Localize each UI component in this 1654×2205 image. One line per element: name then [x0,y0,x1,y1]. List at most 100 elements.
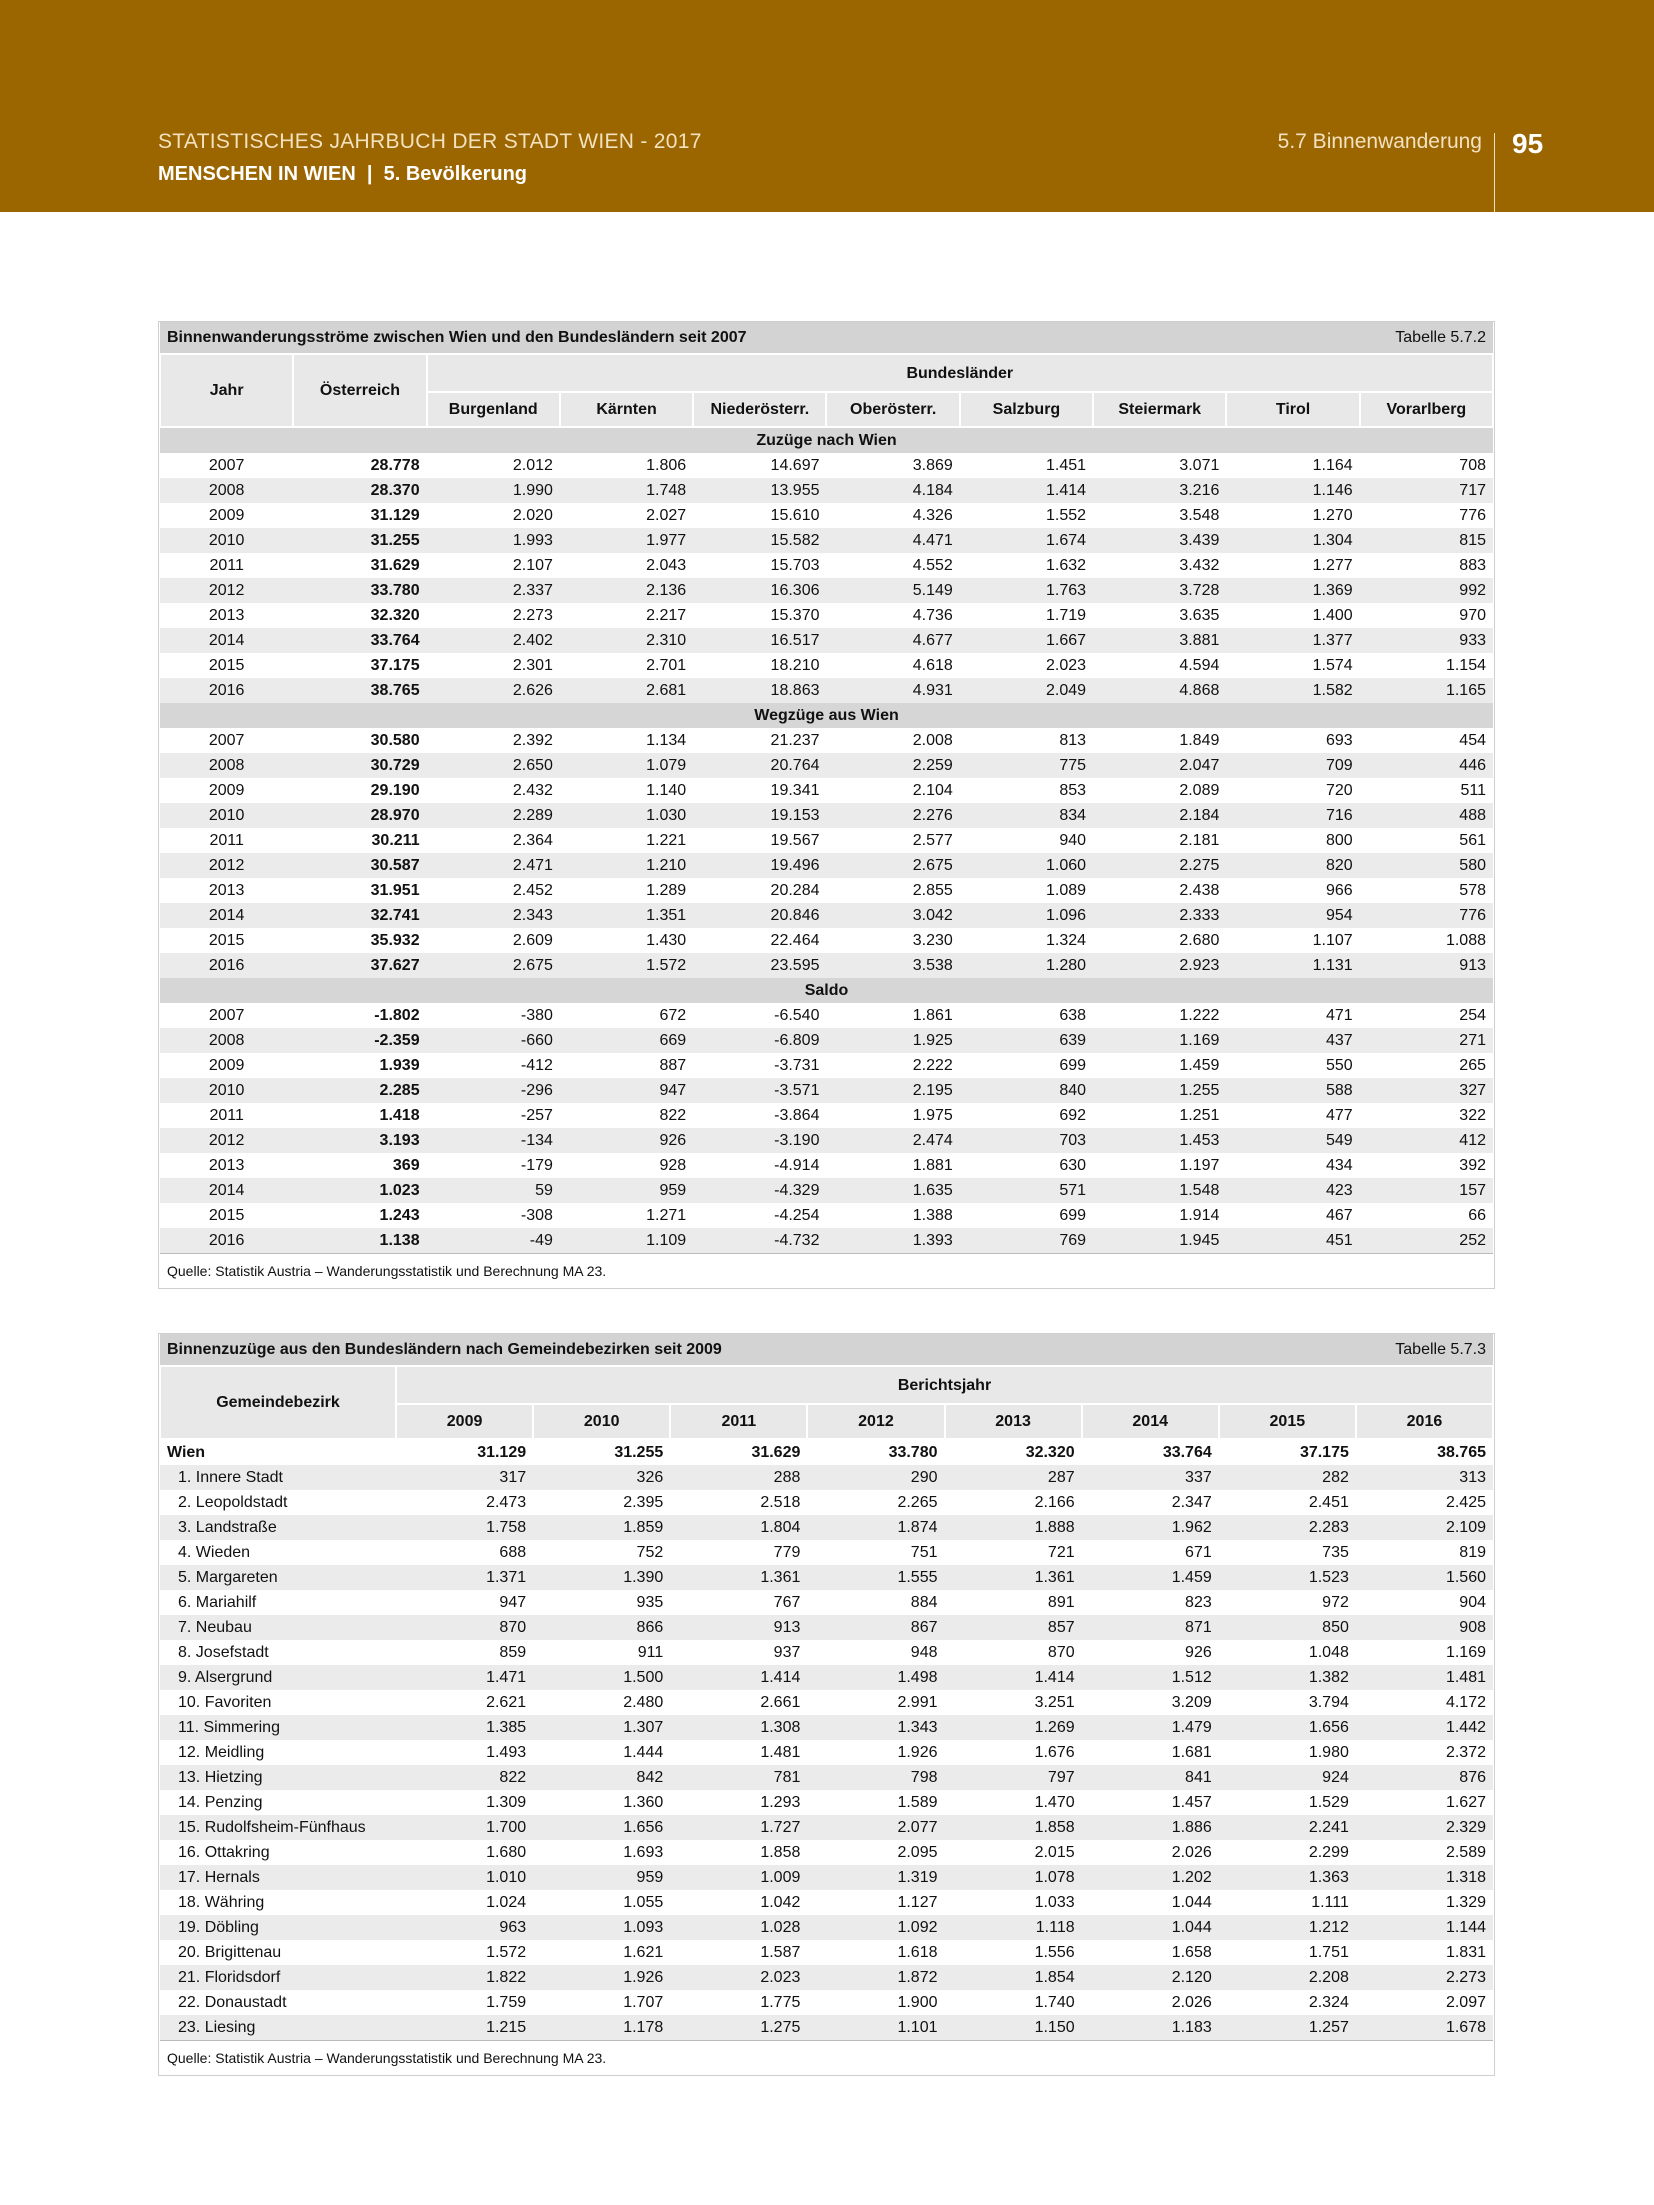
value-cell: 1.393 [826,1228,960,1254]
section-row: Zuzüge nach Wien [160,427,1493,453]
value-cell: -380 [520,1007,553,1024]
source: Quelle: Statistik Austria – Wanderungsst… [160,1253,1493,1288]
value-cell: 1.418 [379,1107,420,1124]
value-cell: 1.888 [944,1515,1082,1540]
value-cell: 1.589 [897,1794,938,1811]
value-cell: 2.452 [512,882,553,899]
data-row: 2013 32.320 2.273 2.217 15.370 4.736 1.719 3.63… [160,603,1493,628]
data-row: 2012 30.587 2.471 1.210 19.496 2.675 1.060 2.27… [160,853,1493,878]
value-cell: 1.939 [379,1057,420,1074]
value-cell: 638 [1059,1007,1087,1024]
value-cell: -6.809 [693,1028,827,1053]
year-cell: 2014 [160,903,294,928]
value-cell: 2.451 [1308,1494,1349,1511]
value-cell: 3.216 [1093,478,1227,503]
value-cell: 1.854 [944,1965,1082,1990]
value-cell: 1.093 [533,1915,671,1940]
value-cell: 37.627 [293,953,427,978]
district-cell: 8. Josefstadt [178,1644,269,1661]
value-cell: 3.071 [1179,457,1220,474]
value-cell: 1.150 [944,2015,1082,2041]
year-cell: 2011 [209,1107,244,1124]
value-cell: 1.763 [959,578,1094,603]
value-cell: 1.388 [912,1207,953,1224]
district-cell: 10. Favoriten [178,1694,272,1711]
value-cell: 19.153 [693,803,827,828]
value-cell: 1.275 [670,2015,808,2041]
value-cell: 31.129 [370,507,420,524]
value-cell: 735 [1322,1544,1349,1561]
value-cell: 2.324 [1308,1994,1349,2011]
value-cell: 2.265 [897,1494,938,1511]
value-cell: 2.589 [1445,1844,1486,1861]
data-row: 2011 30.211 2.364 1.221 19.567 2.577 940 2.181 8… [160,828,1493,853]
value-cell: 1.874 [807,1515,945,1540]
value-cell: -2.359 [293,1028,427,1053]
value-cell: 1.572 [486,1944,527,1961]
value-cell: 813 [1059,732,1087,749]
value-cell: 1.674 [959,528,1094,553]
value-cell: 2.184 [1093,803,1227,828]
value-cell: 2.402 [426,628,560,653]
value-cell: 2.923 [1093,953,1227,978]
value-cell: -4.254 [774,1207,820,1224]
value-cell: 1.858 [944,1815,1082,1840]
year-cell: 2015 [208,932,245,949]
value-cell: 1.804 [670,1515,808,1540]
value-cell: 3.728 [1093,578,1227,603]
value-cell: 1.632 [1046,557,1087,574]
value-cell: 20.284 [770,882,820,899]
value-cell: 31.255 [293,528,427,553]
value-cell: 1.560 [1355,1565,1493,1590]
value-cell: 2.855 [912,882,953,899]
value-cell: -257 [520,1107,553,1124]
value-cell: 1.990 [426,478,560,503]
title-row: Binnenzuzüge aus den Bundesländern nach … [160,1334,1493,1366]
header-cell: Niederösterr. [692,391,828,428]
value-cell: 1.319 [807,1865,945,1890]
data-row: 2010 31.255 1.993 1.977 15.582 4.471 1.674 3.43… [160,528,1493,553]
chapter-line: MENSCHEN IN WIEN | 5. Bevölkerung [158,163,528,185]
value-cell: 752 [636,1544,664,1561]
value-cell: 1.444 [623,1744,664,1761]
value-cell: 3.548 [1179,507,1220,524]
value-cell: 252 [1359,1228,1493,1254]
district-cell: 3. Landstraße [160,1515,396,1540]
value-cell: 1.556 [1034,1944,1075,1961]
value-cell: 265 [1459,1057,1486,1074]
value-cell: 2.621 [486,1694,527,1711]
value-cell: 2.991 [897,1694,938,1711]
value-cell: 1.748 [559,478,694,503]
value-cell: 1.822 [396,1965,534,1990]
value-cell: 2.471 [426,853,560,878]
value-cell: 1.886 [1081,1815,1219,1840]
value-cell: 2.027 [646,507,687,524]
value-cell: 1.251 [1179,1107,1220,1124]
data-row: 14. Penzing 1.309 1.360 1.293 1.589 1.470 1.45… [160,1790,1493,1815]
value-cell: 842 [533,1765,671,1790]
value-cell: 1.222 [1179,1007,1220,1024]
value-cell: 2.026 [1171,1994,1212,2011]
value-cell: 2.480 [623,1694,664,1711]
value-cell: 2.136 [559,578,694,603]
value-cell: 2.049 [959,678,1094,703]
district-cell: 23. Liesing [160,2015,396,2041]
value-cell: 2.343 [426,903,560,928]
value-cell: 720 [1325,782,1353,799]
value-cell: 850 [1218,1615,1356,1640]
value-cell: 1.831 [1445,1944,1486,1961]
value-cell: 948 [910,1644,938,1661]
value-cell: 392 [1459,1157,1486,1174]
value-cell: 820 [1226,853,1360,878]
value-cell: 1.277 [1312,557,1353,574]
data-row: 11. Simmering 1.385 1.307 1.308 1.343 1.269 1.… [160,1715,1493,1740]
value-cell: 3.439 [1093,528,1227,553]
data-row: 2010 2.285 -296 947 -3.571 2.195 840 1.255 588 32… [160,1078,1493,1103]
value-cell: 992 [1359,578,1493,603]
district-cell: 5. Margareten [160,1565,396,1590]
data-row: 21. Floridsdorf 1.822 1.926 2.023 1.872 1.854… [160,1965,1493,1990]
value-cell: 3.209 [1171,1694,1212,1711]
value-cell: 1.269 [944,1715,1082,1740]
value-cell: 1.775 [760,1994,801,2011]
value-cell: 959 [559,1178,694,1203]
